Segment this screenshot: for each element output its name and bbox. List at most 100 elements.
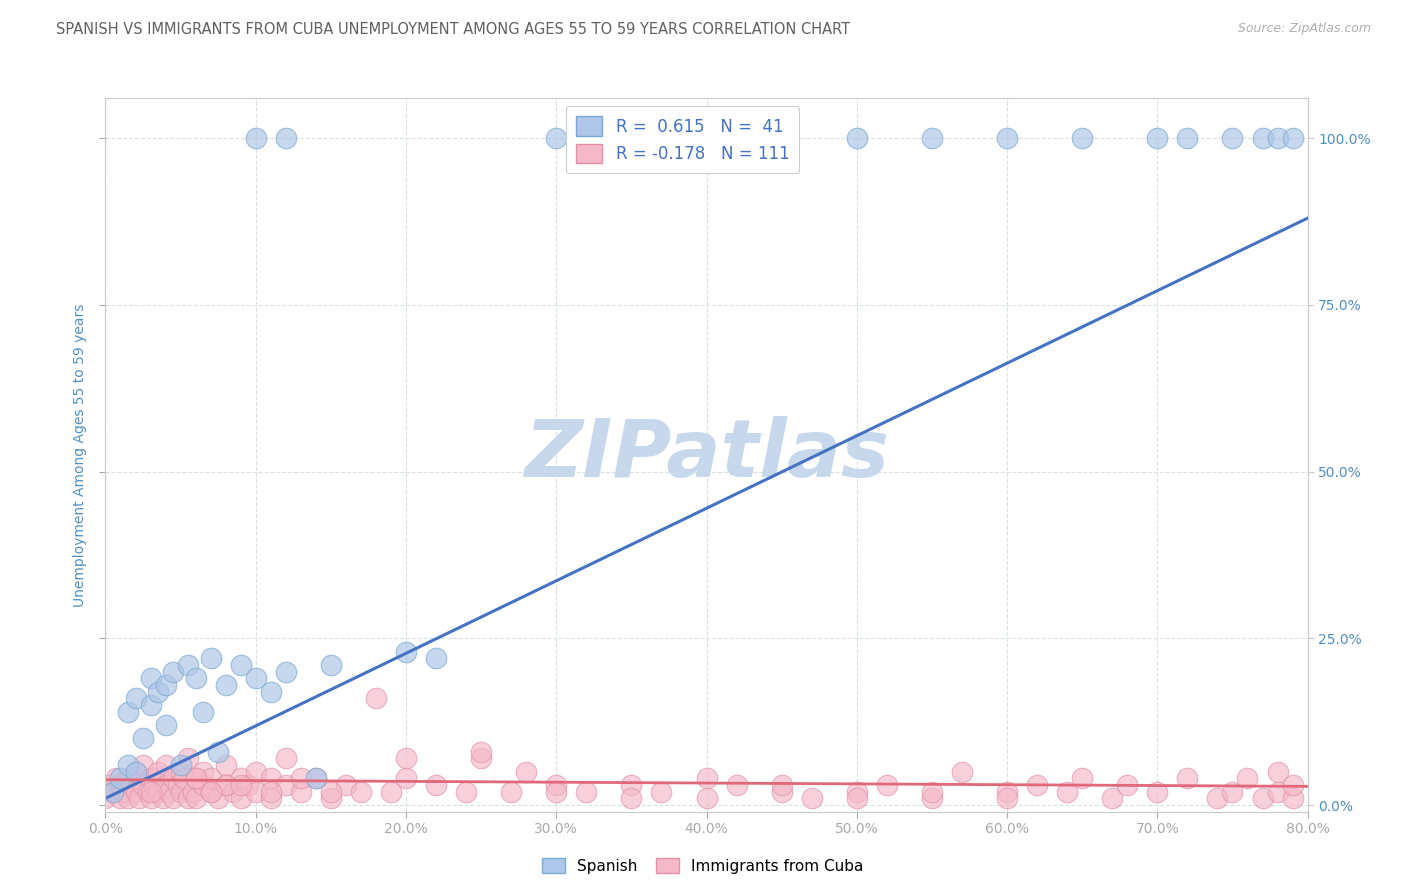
Point	[104, 772, 127, 786]
Point	[155, 778, 177, 792]
Point	[117, 772, 139, 786]
Point	[229, 778, 252, 792]
Point	[98, 778, 121, 792]
Point	[162, 791, 184, 805]
Point	[1146, 785, 1168, 799]
Point	[290, 772, 312, 786]
Point	[1222, 785, 1244, 799]
Point	[128, 791, 150, 805]
Legend: Spanish, Immigrants from Cuba: Spanish, Immigrants from Cuba	[536, 852, 870, 880]
Point	[1026, 778, 1049, 792]
Point	[152, 791, 174, 805]
Point	[845, 131, 868, 145]
Point	[319, 658, 342, 673]
Point	[214, 778, 236, 792]
Point	[1071, 772, 1094, 786]
Point	[166, 778, 188, 792]
Point	[650, 785, 672, 799]
Point	[181, 785, 204, 799]
Point	[380, 785, 402, 799]
Point	[696, 791, 718, 805]
Point	[146, 764, 169, 779]
Point	[162, 665, 184, 679]
Point	[274, 131, 297, 145]
Point	[132, 758, 155, 772]
Point	[200, 785, 222, 799]
Point	[207, 745, 229, 759]
Point	[117, 758, 139, 772]
Point	[470, 745, 492, 759]
Point	[995, 785, 1018, 799]
Point	[425, 651, 447, 665]
Point	[229, 772, 252, 786]
Point	[364, 691, 387, 706]
Point	[546, 131, 568, 145]
Point	[238, 778, 260, 792]
Point	[169, 758, 191, 772]
Point	[177, 791, 200, 805]
Point	[132, 778, 155, 792]
Point	[169, 785, 191, 799]
Point	[117, 791, 139, 805]
Point	[162, 772, 184, 786]
Point	[995, 131, 1018, 145]
Point	[470, 751, 492, 765]
Point	[260, 684, 283, 698]
Point	[222, 785, 245, 799]
Point	[155, 758, 177, 772]
Point	[1056, 785, 1078, 799]
Y-axis label: Unemployment Among Ages 55 to 59 years: Unemployment Among Ages 55 to 59 years	[73, 303, 87, 607]
Point	[454, 785, 477, 799]
Point	[139, 698, 162, 712]
Point	[350, 785, 373, 799]
Point	[319, 791, 342, 805]
Point	[184, 772, 207, 786]
Point	[191, 705, 214, 719]
Point	[770, 785, 793, 799]
Point	[121, 778, 143, 792]
Point	[395, 772, 418, 786]
Point	[620, 791, 643, 805]
Point	[214, 678, 236, 692]
Point	[546, 778, 568, 792]
Point	[200, 785, 222, 799]
Point	[229, 658, 252, 673]
Point	[995, 791, 1018, 805]
Point	[1116, 778, 1139, 792]
Point	[157, 785, 180, 799]
Point	[142, 778, 165, 792]
Point	[950, 764, 973, 779]
Point	[200, 772, 222, 786]
Point	[1222, 131, 1244, 145]
Point	[876, 778, 898, 792]
Point	[191, 778, 214, 792]
Point	[124, 764, 146, 779]
Point	[274, 665, 297, 679]
Point	[305, 772, 328, 786]
Point	[575, 785, 598, 799]
Point	[1175, 131, 1198, 145]
Point	[260, 772, 283, 786]
Point	[1267, 785, 1289, 799]
Text: Source: ZipAtlas.com: Source: ZipAtlas.com	[1237, 22, 1371, 36]
Point	[132, 731, 155, 746]
Text: ZIPatlas: ZIPatlas	[524, 416, 889, 494]
Point	[425, 778, 447, 792]
Point	[169, 764, 191, 779]
Text: SPANISH VS IMMIGRANTS FROM CUBA UNEMPLOYMENT AMONG AGES 55 TO 59 YEARS CORRELATI: SPANISH VS IMMIGRANTS FROM CUBA UNEMPLOY…	[56, 22, 851, 37]
Point	[319, 785, 342, 799]
Point	[124, 691, 146, 706]
Point	[921, 131, 943, 145]
Point	[245, 785, 267, 799]
Legend: R =  0.615   N =  41, R = -0.178   N = 111: R = 0.615 N = 41, R = -0.178 N = 111	[565, 106, 800, 173]
Point	[1206, 791, 1229, 805]
Point	[260, 785, 283, 799]
Point	[725, 778, 748, 792]
Point	[184, 671, 207, 685]
Point	[305, 772, 328, 786]
Point	[845, 791, 868, 805]
Point	[245, 764, 267, 779]
Point	[1071, 131, 1094, 145]
Point	[1281, 778, 1303, 792]
Point	[1267, 131, 1289, 145]
